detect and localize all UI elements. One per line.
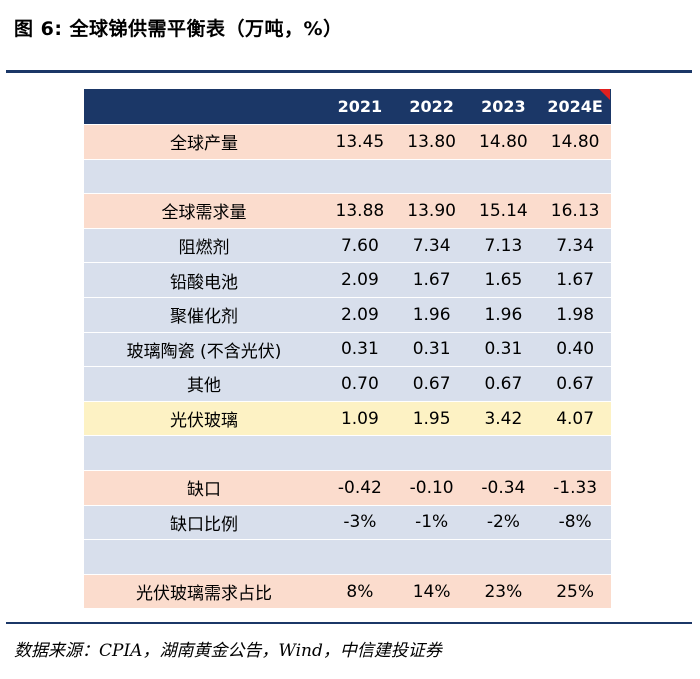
row-value: -0.42 (324, 470, 396, 506)
row-value: 0.40 (539, 332, 611, 368)
row-value: 1.09 (324, 401, 396, 437)
table-row: 其他 0.70 0.67 0.67 0.67 (84, 366, 611, 402)
row-value: 7.60 (324, 228, 396, 264)
row-value (395, 159, 468, 195)
header-cell-2022: 2022 (395, 89, 468, 125)
row-value: 13.90 (395, 193, 468, 229)
row-value: 0.67 (467, 366, 540, 402)
table-row: 缺口比例 -3% -1% -2% -8% (84, 505, 611, 541)
table-row: 聚催化剂 2.09 1.96 1.96 1.98 (84, 297, 611, 333)
row-value (324, 539, 396, 575)
row-value: -3% (324, 505, 396, 541)
row-label: 光伏玻璃 (84, 401, 324, 437)
table-row: 光伏玻璃需求占比 8% 14% 23% 25% (84, 574, 611, 610)
table-row (84, 159, 611, 195)
source-note: 数据来源：CPIA，湖南黄金公告，Wind，中信建投证券 (14, 641, 442, 661)
row-value: 1.67 (395, 262, 468, 298)
row-value: 3.42 (467, 401, 540, 437)
row-value: 23% (467, 574, 540, 610)
row-value: -2% (467, 505, 540, 541)
table-row: 全球产量 13.45 13.80 14.80 14.80 (84, 124, 611, 160)
table-row: 光伏玻璃 1.09 1.95 3.42 4.07 (84, 401, 611, 437)
row-value (395, 539, 468, 575)
row-value: 16.13 (539, 193, 611, 229)
row-value (324, 159, 396, 195)
row-value (539, 159, 611, 195)
row-value (467, 539, 540, 575)
row-label: 其他 (84, 366, 324, 402)
row-value: 1.95 (395, 401, 468, 437)
row-value (539, 539, 611, 575)
row-value: 15.14 (467, 193, 540, 229)
bottom-divider (6, 622, 692, 624)
row-value (395, 435, 468, 471)
row-value: -0.10 (395, 470, 468, 506)
row-label: 光伏玻璃需求占比 (84, 574, 324, 610)
row-value: 1.65 (467, 262, 540, 298)
row-value (539, 435, 611, 471)
row-value: -1.33 (539, 470, 611, 506)
row-value: 13.80 (395, 124, 468, 160)
row-value: 0.67 (539, 366, 611, 402)
row-value (467, 159, 540, 195)
row-value: 0.67 (395, 366, 468, 402)
row-value: 7.34 (395, 228, 468, 264)
row-label: 缺口比例 (84, 505, 324, 541)
row-value: 13.45 (324, 124, 396, 160)
row-value: 0.31 (395, 332, 468, 368)
row-value: 7.34 (539, 228, 611, 264)
header-cell-2021: 2021 (324, 89, 396, 125)
row-value: 25% (539, 574, 611, 610)
row-value: 1.96 (467, 297, 540, 333)
row-label (84, 435, 324, 471)
row-value: 14.80 (539, 124, 611, 160)
row-value: 14% (395, 574, 468, 610)
row-value: 1.98 (539, 297, 611, 333)
row-label: 全球产量 (84, 124, 324, 160)
row-label (84, 539, 324, 575)
supply-demand-table: 2021 2022 2023 2024E 全球产量 13.45 13.80 14.80… (84, 89, 611, 610)
row-label: 铅酸电池 (84, 262, 324, 298)
row-value: 8% (324, 574, 396, 610)
row-label: 缺口 (84, 470, 324, 506)
row-label (84, 159, 324, 195)
row-value: 2.09 (324, 262, 396, 298)
row-label: 聚催化剂 (84, 297, 324, 333)
top-divider (6, 70, 692, 73)
table-row: 全球需求量 13.88 13.90 15.14 16.13 (84, 193, 611, 229)
row-value: 14.80 (467, 124, 540, 160)
table-row: 缺口 -0.42 -0.10 -0.34 -1.33 (84, 470, 611, 506)
row-value: -1% (395, 505, 468, 541)
row-label: 阻燃剂 (84, 228, 324, 264)
table-row: 铅酸电池 2.09 1.67 1.65 1.67 (84, 262, 611, 298)
table-row: 阻燃剂 7.60 7.34 7.13 7.34 (84, 228, 611, 264)
table-row: 玻璃陶瓷 (不含光伏) 0.31 0.31 0.31 0.40 (84, 332, 611, 368)
row-value: 0.31 (467, 332, 540, 368)
row-value: 7.13 (467, 228, 540, 264)
row-value: 13.88 (324, 193, 396, 229)
row-value: 0.31 (324, 332, 396, 368)
figure-title: 图 6: 全球锑供需平衡表（万吨，%） (14, 18, 343, 40)
table-row (84, 435, 611, 471)
header-cell-2023: 2023 (467, 89, 540, 125)
corner-marker (599, 89, 610, 100)
table-header-row: 2021 2022 2023 2024E (84, 89, 611, 125)
row-label: 全球需求量 (84, 193, 324, 229)
row-value: 1.96 (395, 297, 468, 333)
row-value: 1.67 (539, 262, 611, 298)
row-value: -8% (539, 505, 611, 541)
row-value: -0.34 (467, 470, 540, 506)
row-value: 4.07 (539, 401, 611, 437)
row-value: 0.70 (324, 366, 396, 402)
row-label: 玻璃陶瓷 (不含光伏) (84, 332, 324, 368)
header-cell-label (84, 89, 324, 125)
row-value (324, 435, 396, 471)
row-value (467, 435, 540, 471)
table-row (84, 539, 611, 575)
row-value: 2.09 (324, 297, 396, 333)
